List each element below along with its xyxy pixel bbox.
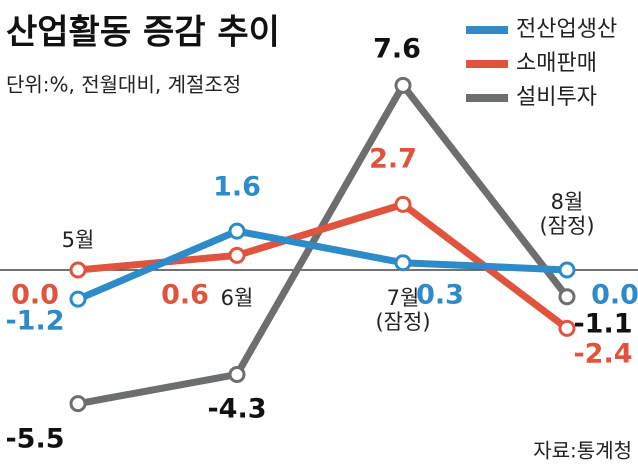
- point: [558, 288, 576, 306]
- legend-label: 전산업생산: [516, 17, 617, 42]
- legend-label: 설비투자: [516, 85, 597, 110]
- point: [228, 246, 246, 264]
- value-label: 0.6: [161, 280, 209, 311]
- x-tick-label: 8월 (잠정): [539, 190, 595, 238]
- value-label: -4.3: [207, 394, 266, 425]
- value-label: 0.0: [11, 280, 59, 311]
- point: [394, 254, 412, 272]
- series-line: [76, 227, 568, 303]
- value-label: -5.5: [5, 424, 64, 455]
- point: [558, 261, 576, 279]
- point: [69, 261, 87, 279]
- value-label: 0.3: [416, 280, 464, 311]
- x-tick-label: 7월 (잠정): [375, 286, 431, 334]
- point: [228, 365, 246, 383]
- value-label: 1.6: [213, 172, 261, 203]
- x-tick-label: 6월: [220, 286, 254, 310]
- value-label: 2.7: [369, 144, 417, 175]
- value-label: -1.1: [573, 309, 632, 340]
- x-tick-label: 5월: [61, 228, 95, 252]
- point: [228, 222, 246, 240]
- chart-subtitle: 단위:%, 전월대비, 계절조정: [6, 73, 241, 97]
- value-label: 7.6: [373, 34, 421, 65]
- point: [558, 319, 576, 337]
- point: [69, 290, 87, 308]
- value-label: -1.2: [5, 306, 64, 337]
- point: [394, 76, 412, 94]
- legend-label: 소매판매: [516, 51, 597, 76]
- value-label: 0.0: [591, 280, 638, 311]
- point: [69, 395, 87, 413]
- value-label: -2.4: [573, 339, 632, 370]
- point: [394, 195, 412, 213]
- source: 자료:통계청: [533, 439, 632, 463]
- chart-title: 산업활동 증감 추이: [6, 13, 280, 53]
